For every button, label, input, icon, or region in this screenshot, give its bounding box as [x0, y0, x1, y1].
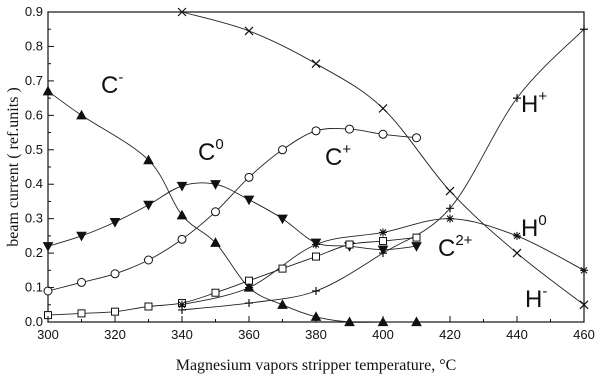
y-tick-label: 0.5 [25, 142, 43, 157]
x-tick-label: 340 [171, 327, 193, 342]
data-point-c0 [243, 195, 255, 206]
y-tick-label: 0.8 [25, 38, 43, 53]
data-point-c-plus [43, 286, 53, 296]
plot-frame [47, 11, 585, 323]
data-point-h0 [178, 300, 186, 309]
data-point-c-minus [42, 85, 54, 96]
data-point-c-plus [77, 277, 86, 287]
data-point-h0 [580, 266, 588, 275]
data-point-h0 [312, 240, 320, 249]
data-point-c2-plus [144, 302, 153, 311]
x-tick-label: 400 [372, 327, 394, 342]
x-axis-title: Magnesium vapors stripper temperature, °… [176, 357, 457, 374]
data-point-c-minus [210, 237, 221, 247]
data-point-c-plus [211, 207, 220, 217]
data-point-c0 [411, 242, 422, 252]
data-point-c-plus [177, 234, 187, 244]
data-point-c-plus [412, 133, 421, 143]
data-point-c2-plus [245, 276, 253, 285]
label-c-minus: C- [101, 69, 123, 99]
label-h-plus: H+ [521, 88, 547, 118]
data-point-c2-plus [77, 309, 86, 318]
x-axis-ticks: 300 320 340 360 380 400 420 440 460 [37, 316, 595, 342]
data-point-c0 [42, 242, 54, 252]
data-point-h-plus [244, 26, 254, 36]
data-point-c-plus [144, 255, 153, 265]
data-point-c2-plus [278, 264, 287, 273]
x-tick-label: 420 [439, 327, 461, 342]
data-point-c-plus [110, 269, 120, 279]
data-point-c-minus [76, 109, 87, 120]
y-tick-label: 0.2 [25, 245, 43, 260]
y-axis-ticks: 0.0 0.1 0.2 0.3 0.4 0.5 0.6 0.7 0.8 0.9 [25, 4, 54, 329]
x-tick-label: 320 [104, 327, 126, 342]
data-point-c2-plus [111, 307, 119, 316]
label-h-minus: H- [525, 283, 547, 313]
series-line-h-plus [181, 11, 585, 306]
series-line-c0 [47, 182, 417, 251]
data-point-h-minus [312, 287, 320, 295]
data-point-h0 [245, 283, 253, 292]
data-point-c2-plus [412, 233, 421, 242]
y-tick-label: 0.3 [25, 211, 43, 226]
data-point-h-plus [378, 104, 388, 113]
y-tick-label: 0.6 [25, 107, 43, 122]
data-point-c0 [176, 181, 188, 192]
data-point-c-plus [278, 145, 287, 155]
data-point-c0 [109, 218, 121, 228]
data-point-h-plus [177, 7, 187, 17]
label-c-plus: C+ [325, 141, 351, 171]
series-line-c-minus [47, 90, 417, 323]
data-point-c-plus [345, 124, 354, 134]
x-tick-label: 360 [238, 327, 260, 342]
data-point-h-plus [445, 186, 455, 196]
data-point-c0 [277, 214, 288, 225]
data-point-c-minus [277, 299, 288, 309]
data-point-c-minus [176, 209, 188, 220]
y-axis-title: beam current ( ref.units ) [5, 87, 22, 246]
data-point-h-minus [178, 305, 186, 314]
data-point-h-plus [311, 59, 321, 69]
label-h0: H0 [521, 212, 547, 242]
y-tick-label: 0.4 [25, 176, 43, 191]
series-curves [47, 11, 585, 323]
data-point-h-minus [446, 204, 454, 213]
data-point-c2-plus [211, 288, 220, 297]
data-point-h-plus [579, 300, 589, 310]
data-point-h-plus [512, 248, 522, 258]
y-tick-label: 0.7 [25, 73, 43, 88]
data-point-h-minus [580, 25, 588, 34]
data-point-c0 [143, 200, 154, 211]
data-point-c-plus [378, 129, 388, 139]
data-point-c2-plus [379, 237, 387, 246]
data-point-c2-plus [312, 252, 320, 261]
series-line-c2-plus [47, 237, 417, 316]
data-point-h0 [513, 231, 521, 240]
y-tick-label: 0.0 [25, 314, 43, 329]
data-point-h-minus [245, 299, 253, 308]
data-point-h0 [446, 214, 454, 223]
data-point-c-plus [244, 172, 254, 182]
data-point-h-minus [513, 94, 521, 103]
data-point-h0 [379, 228, 387, 237]
label-c2-plus: C2+ [438, 232, 473, 262]
data-point-c0 [76, 231, 87, 242]
x-tick-label: 440 [506, 327, 528, 342]
x-tick-label: 300 [37, 327, 59, 342]
data-point-h-minus [379, 249, 387, 258]
data-point-c2-plus [345, 240, 354, 249]
x-tick-label: 460 [573, 327, 595, 342]
label-c0: C0 [198, 136, 224, 166]
x-tick-label: 380 [305, 327, 327, 342]
data-point-c-minus [143, 154, 154, 165]
series-line-h-minus [181, 28, 585, 311]
y-tick-label: 0.9 [25, 4, 43, 19]
series-markers [42, 7, 589, 327]
y-tick-label: 0.1 [25, 280, 43, 295]
data-point-c-plus [311, 126, 321, 136]
data-point-c0 [210, 180, 221, 190]
